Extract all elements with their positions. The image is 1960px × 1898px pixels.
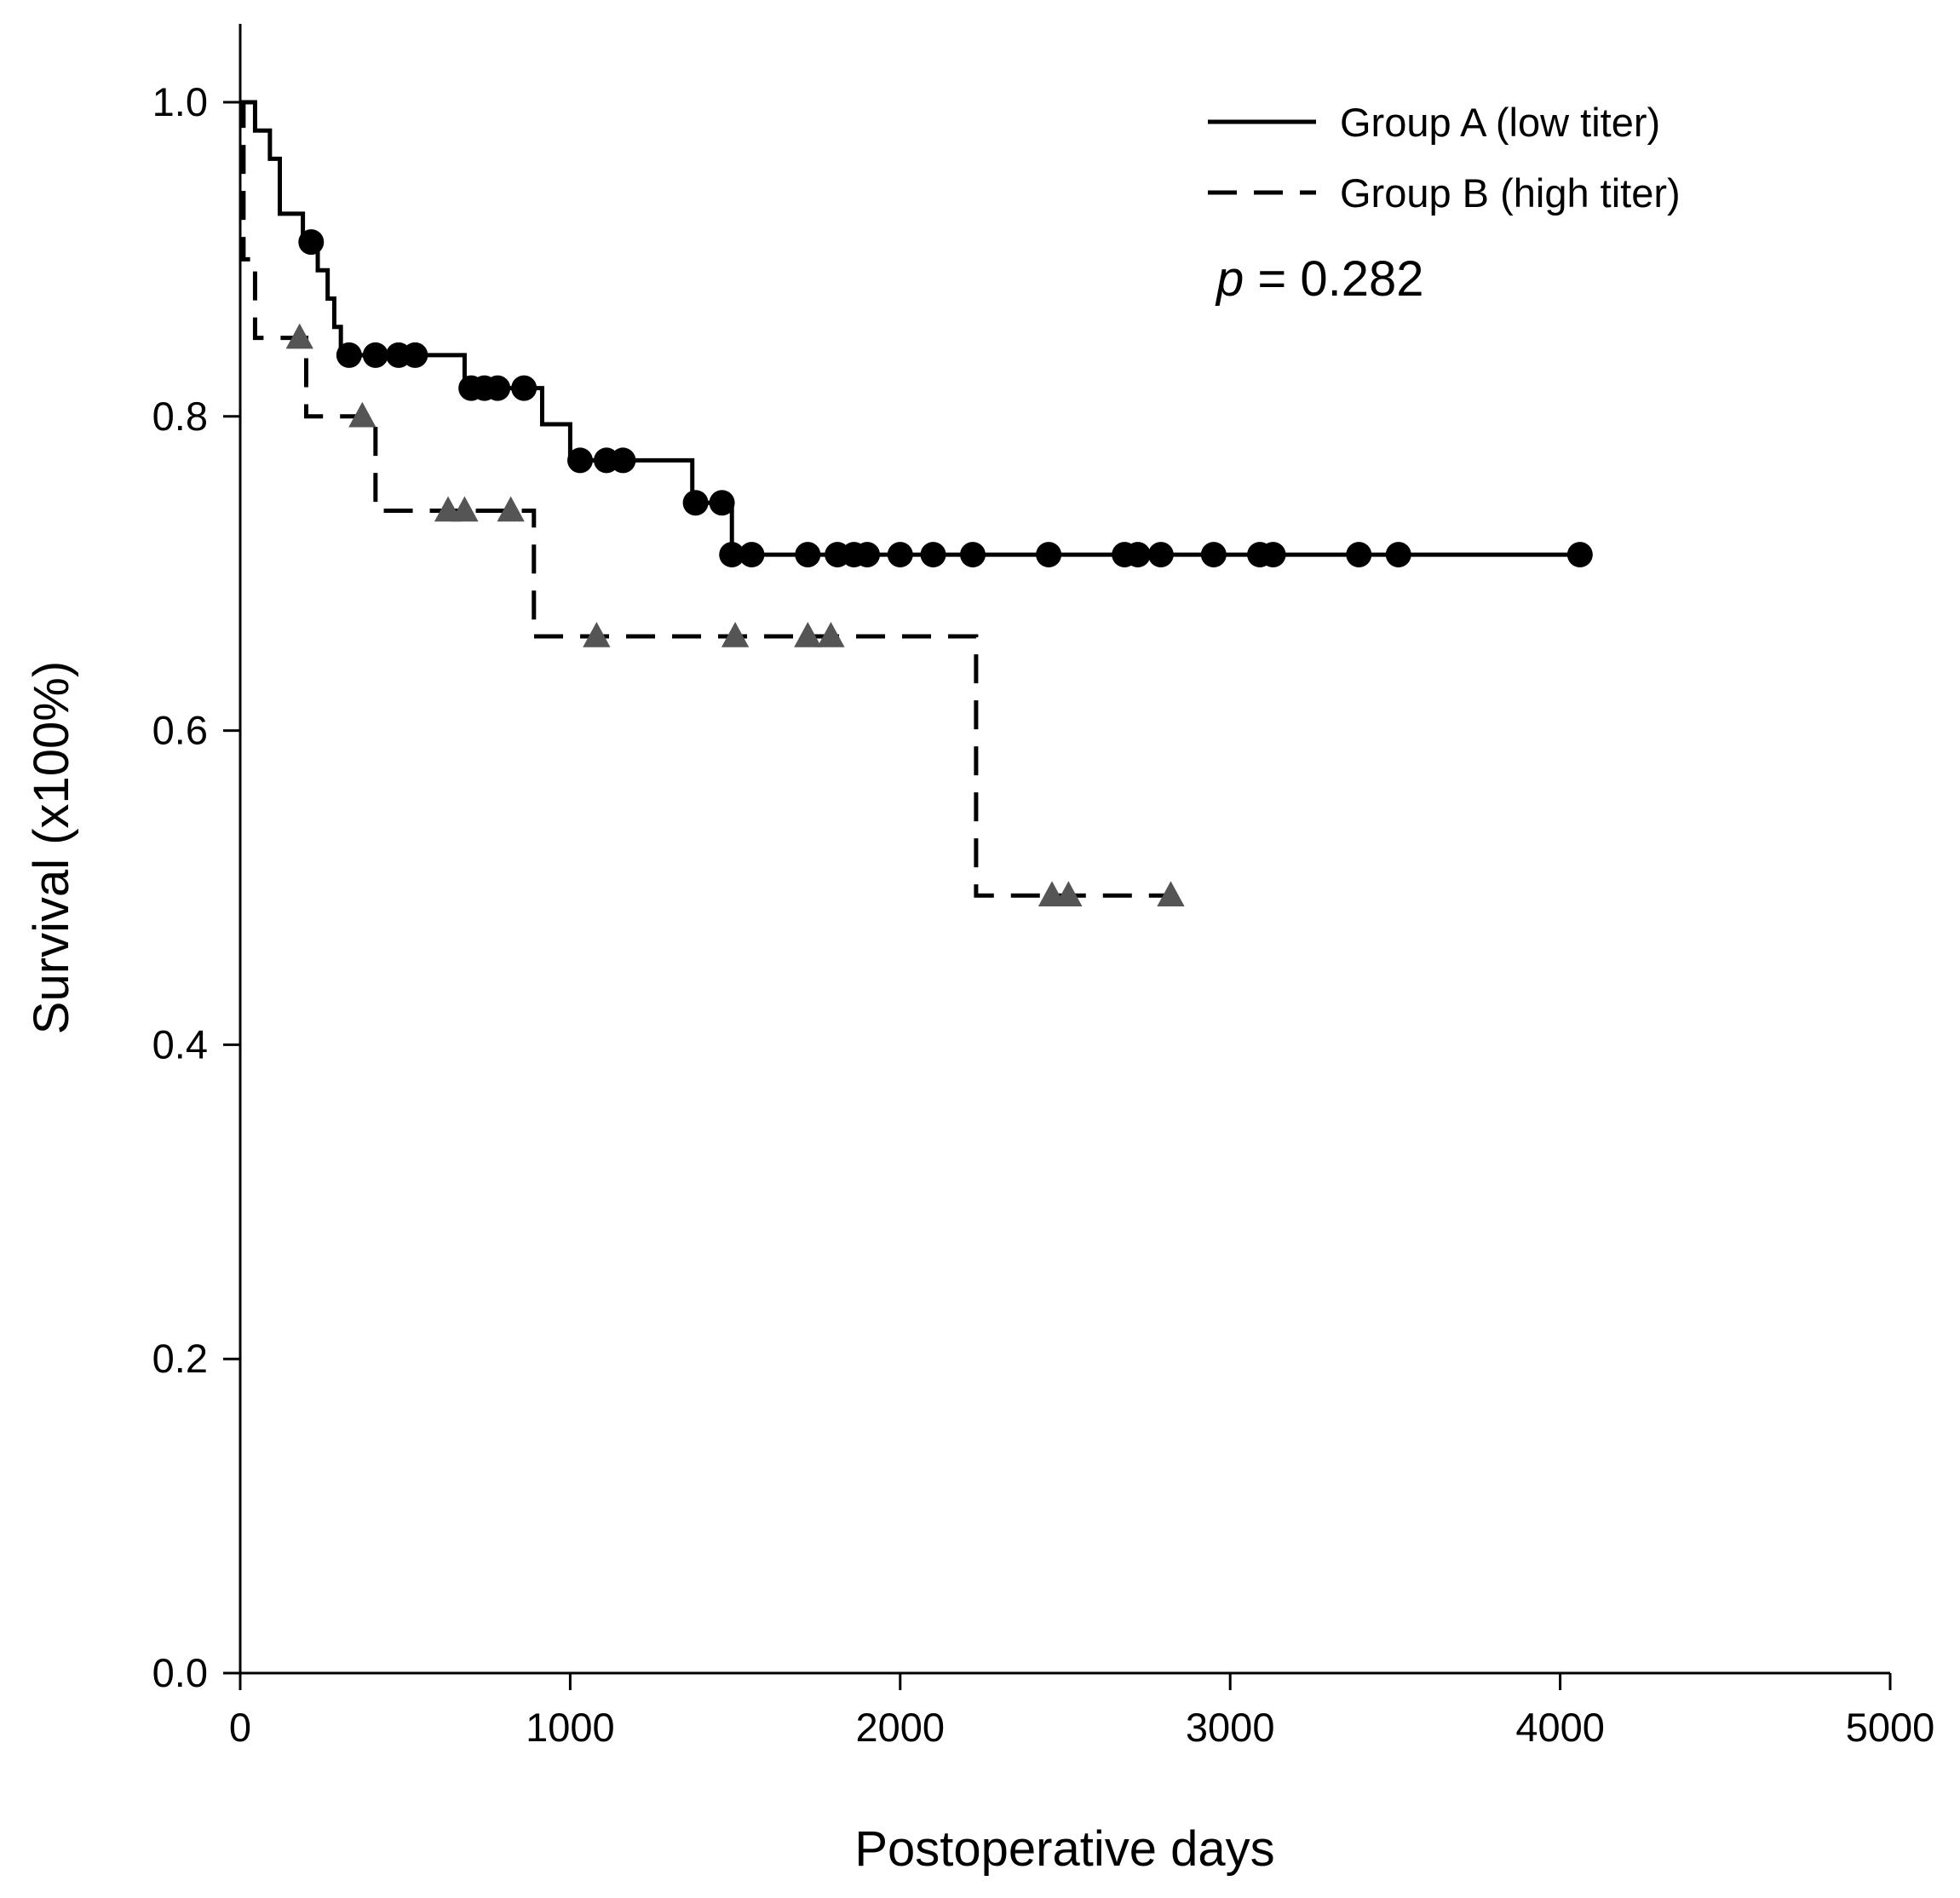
x-tick-label: 2000: [856, 1705, 946, 1750]
censor-marker-group-a: [336, 342, 362, 368]
censor-marker-group-a: [960, 542, 986, 568]
censor-marker-group-a: [1200, 542, 1227, 568]
censor-marker-group-b: [817, 621, 845, 647]
legend-label-group-b: Group B (high titer): [1340, 170, 1681, 216]
censor-marker-group-b: [583, 621, 611, 647]
censor-marker-group-a: [682, 490, 709, 516]
censor-marker-group-a: [795, 542, 821, 568]
series-group-a: [240, 100, 1593, 568]
censor-marker-group-a: [362, 342, 388, 368]
censor-marker-group-a: [511, 375, 537, 401]
censor-marker-group-a: [739, 542, 765, 568]
p-value-text: = 0.282: [1244, 251, 1423, 307]
y-tick-label: 0.8: [152, 394, 208, 439]
censor-marker-group-a: [1346, 542, 1372, 568]
censor-marker-group-b: [497, 496, 525, 522]
x-tick-label: 4000: [1515, 1705, 1605, 1750]
censor-marker-group-a: [920, 542, 946, 568]
x-tick-label: 1000: [526, 1705, 615, 1750]
censor-marker-group-a: [719, 542, 745, 568]
p-value-annotation: p = 0.282: [1215, 251, 1424, 307]
x-tick-label: 3000: [1186, 1705, 1275, 1750]
legend-label-group-a: Group A (low titer): [1340, 100, 1660, 145]
censor-marker-group-a: [1566, 542, 1593, 568]
censor-marker-group-a: [567, 447, 594, 474]
censor-marker-group-a: [887, 542, 913, 568]
y-tick-label: 0.0: [152, 1650, 208, 1695]
x-axis-ticks: 0 1000 2000 3000 4000 5000: [229, 1673, 1934, 1750]
series-line-group-b: [240, 100, 1171, 898]
x-tick-label: 0: [229, 1705, 251, 1750]
censor-marker-group-a: [1036, 542, 1062, 568]
x-tick-label: 5000: [1846, 1705, 1935, 1750]
censor-marker-group-b: [451, 496, 479, 522]
plot-area: [240, 100, 1593, 906]
censor-marker-group-b: [285, 323, 313, 349]
censor-marker-group-a: [854, 542, 881, 568]
series-group-b: [240, 100, 1185, 906]
y-axis-title: Survival (x100%): [24, 661, 79, 1034]
p-value-symbol: p: [1215, 251, 1244, 307]
y-axis-ticks: 0.0 0.2 0.4 0.6 0.8 1.0: [152, 79, 240, 1695]
censor-marker-group-a: [709, 490, 735, 516]
y-tick-label: 1.0: [152, 79, 208, 124]
censor-marker-group-a: [402, 342, 428, 368]
y-tick-label: 0.4: [152, 1021, 208, 1067]
censor-marker-group-b: [348, 401, 376, 428]
censor-marker-group-a: [485, 375, 511, 401]
censor-marker-group-a: [298, 229, 325, 256]
censor-marker-group-b: [721, 621, 750, 647]
censor-marker-group-b: [794, 621, 822, 647]
censor-marker-group-a: [1385, 542, 1411, 568]
y-tick-label: 0.2: [152, 1336, 208, 1381]
censor-marker-group-a: [1147, 542, 1174, 568]
censor-marker-group-a: [610, 447, 636, 474]
censor-marker-group-a: [1260, 542, 1286, 568]
censor-marker-group-a: [1124, 542, 1151, 568]
censor-marker-group-b: [1055, 881, 1083, 906]
y-tick-label: 0.6: [152, 708, 208, 753]
censor-marker-group-b: [1157, 881, 1185, 906]
x-axis-title: Postoperative days: [854, 1821, 1274, 1877]
legend: Group A (low titer) Group B (high titer): [1208, 100, 1681, 216]
